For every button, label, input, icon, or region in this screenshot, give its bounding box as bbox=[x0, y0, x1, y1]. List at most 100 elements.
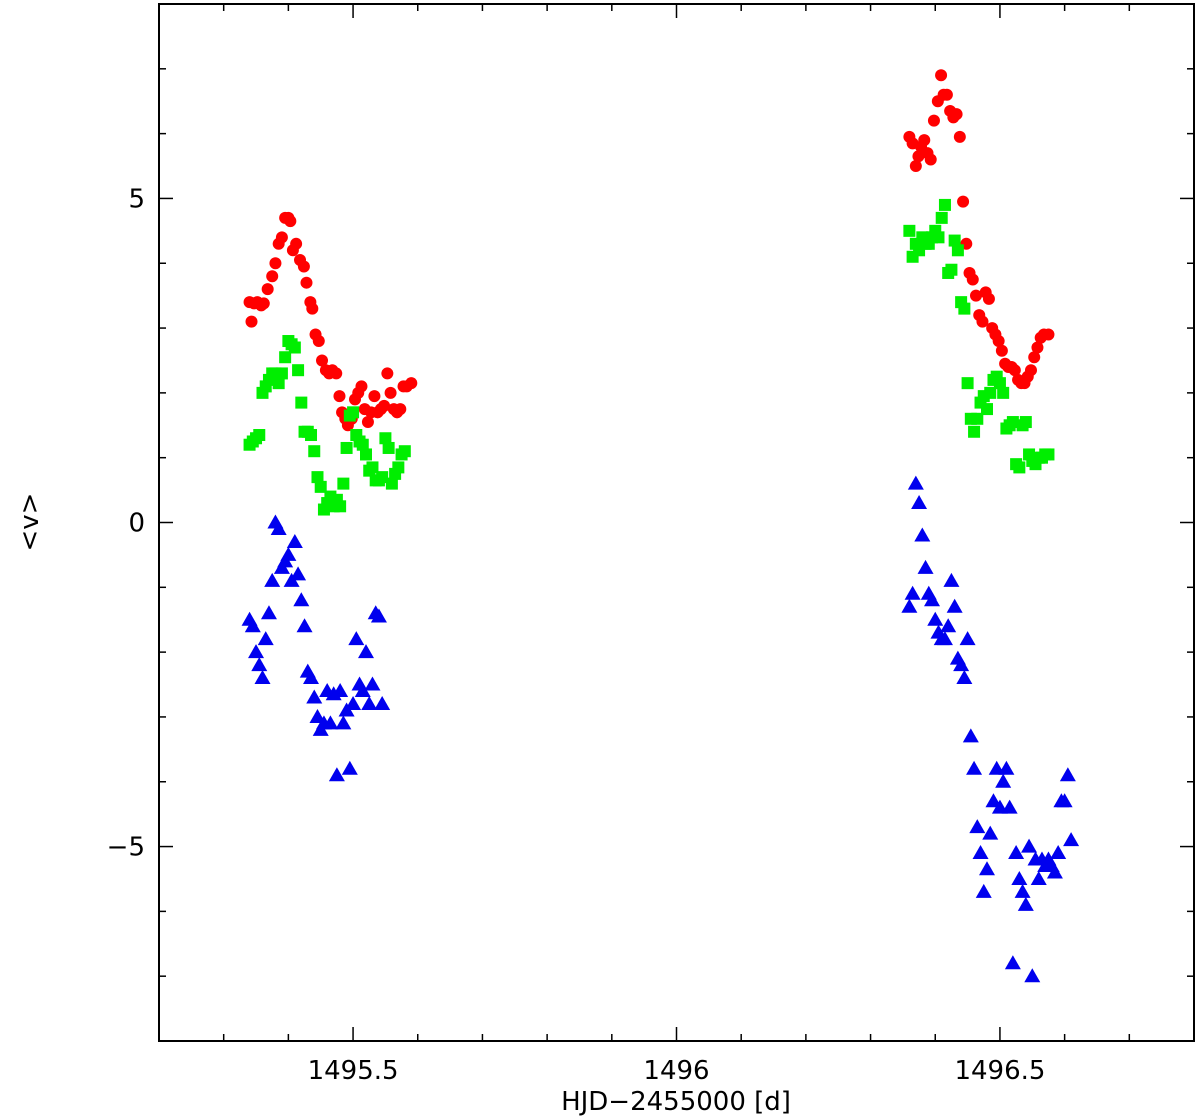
data-point-triangle bbox=[303, 670, 320, 685]
data-point-triangle bbox=[943, 572, 960, 587]
data-point-circle bbox=[381, 367, 394, 380]
data-point-triangle bbox=[1050, 845, 1067, 860]
data-point-triangle bbox=[911, 495, 928, 510]
data-point-square bbox=[356, 438, 369, 451]
data-point-square bbox=[337, 477, 350, 490]
data-point-triangle bbox=[364, 676, 381, 691]
data-point-square bbox=[938, 198, 951, 211]
data-point-circle bbox=[261, 283, 274, 296]
data-point-triangle bbox=[328, 767, 345, 782]
data-point-circle bbox=[924, 153, 937, 166]
data-point-square bbox=[935, 211, 948, 224]
data-point-square bbox=[398, 445, 411, 458]
data-point-triangle bbox=[1017, 896, 1034, 911]
x-tick-label: 1495.5 bbox=[308, 1056, 399, 1086]
data-point-circle bbox=[966, 273, 979, 286]
data-point-triangle bbox=[975, 883, 992, 898]
data-point-square bbox=[366, 461, 379, 474]
axis-ticks bbox=[158, 3, 1195, 1042]
data-point-circle bbox=[405, 377, 418, 390]
data-point-triangle bbox=[985, 793, 1002, 808]
x-tick-label: 1496.5 bbox=[954, 1056, 1045, 1086]
data-point-triangle bbox=[940, 618, 957, 633]
data-point-square bbox=[253, 429, 266, 442]
data-point-circle bbox=[368, 390, 381, 403]
data-point-triangle bbox=[309, 708, 326, 723]
data-point-triangle bbox=[248, 644, 265, 659]
data-point-triangle bbox=[370, 608, 387, 623]
data-point-square bbox=[295, 396, 308, 409]
data-point-triangle bbox=[374, 695, 391, 710]
data-point-circle bbox=[1042, 328, 1055, 341]
data-point-circle bbox=[918, 134, 931, 147]
data-point-square bbox=[903, 224, 916, 237]
data-point-circle bbox=[306, 302, 319, 315]
data-point-triangle bbox=[306, 689, 323, 704]
data-point-triangle bbox=[914, 527, 931, 542]
data-point-square bbox=[1019, 416, 1032, 429]
data-point-circle bbox=[257, 297, 270, 310]
data-point-circle bbox=[1031, 341, 1044, 354]
data-point-circle bbox=[269, 257, 282, 270]
data-point-triangle bbox=[293, 592, 310, 607]
data-point-triangle bbox=[1056, 793, 1073, 808]
data-point-triangle bbox=[335, 715, 352, 730]
y-tick-label: 0 bbox=[128, 509, 145, 539]
data-point-circle bbox=[957, 195, 970, 208]
data-point-square bbox=[906, 250, 919, 263]
data-point-triangle bbox=[1014, 883, 1031, 898]
data-point-triangle bbox=[901, 598, 918, 613]
data-point-square bbox=[1042, 448, 1055, 461]
data-point-triangle bbox=[982, 825, 999, 840]
y-tick-label: −5 bbox=[107, 833, 145, 863]
data-point-triangle bbox=[1008, 845, 1025, 860]
data-point-triangle bbox=[1001, 799, 1018, 814]
data-point-circle bbox=[290, 237, 303, 250]
data-point-triangle bbox=[1063, 832, 1080, 847]
data-point-circle bbox=[953, 130, 966, 143]
data-point-circle bbox=[355, 380, 368, 393]
data-point-circle bbox=[976, 315, 989, 328]
data-point-triangle bbox=[924, 592, 941, 607]
data-point-circle bbox=[275, 231, 288, 244]
data-point-square bbox=[945, 263, 958, 276]
data-point-triangle bbox=[345, 695, 362, 710]
data-point-triangle bbox=[264, 572, 281, 587]
data-point-triangle bbox=[969, 819, 986, 834]
data-point-square bbox=[347, 406, 360, 419]
data-point-square bbox=[984, 386, 997, 399]
data-point-triangle bbox=[1030, 870, 1047, 885]
data-point-square bbox=[314, 480, 327, 493]
data-point-triangle bbox=[959, 631, 976, 646]
data-point-square bbox=[360, 448, 372, 461]
data-point-square bbox=[275, 367, 288, 380]
data-point-square bbox=[971, 412, 984, 425]
data-point-circle bbox=[1008, 364, 1021, 377]
data-point-triangle bbox=[956, 670, 973, 685]
data-point-triangle bbox=[254, 670, 271, 685]
data-point-square bbox=[1013, 461, 1026, 474]
data-point-triangle bbox=[257, 631, 274, 646]
y-tick-label: 5 bbox=[128, 184, 145, 214]
data-point-square bbox=[308, 445, 321, 458]
data-point-triangle bbox=[244, 618, 261, 633]
data-point-triangle bbox=[296, 618, 313, 633]
data-point-circle bbox=[995, 344, 1008, 357]
data-point-triangle bbox=[1059, 767, 1076, 782]
data-point-triangle bbox=[322, 715, 339, 730]
data-point-square bbox=[334, 500, 347, 513]
data-point-square bbox=[997, 386, 1010, 399]
data-point-triangle bbox=[962, 728, 979, 743]
data-point-square bbox=[340, 441, 353, 454]
data-point-triangle bbox=[1004, 955, 1021, 970]
data-point-triangle bbox=[251, 657, 268, 672]
data-point-circle bbox=[378, 399, 391, 412]
data-point-triangle bbox=[270, 520, 287, 535]
data-point-triangle bbox=[358, 644, 374, 659]
data-point-square bbox=[379, 432, 392, 445]
data-point-triangle bbox=[1024, 968, 1041, 983]
data-point-circle bbox=[316, 354, 329, 367]
data-point-circle bbox=[297, 260, 310, 273]
data-point-triangle bbox=[936, 631, 953, 646]
data-point-circle bbox=[394, 403, 407, 416]
